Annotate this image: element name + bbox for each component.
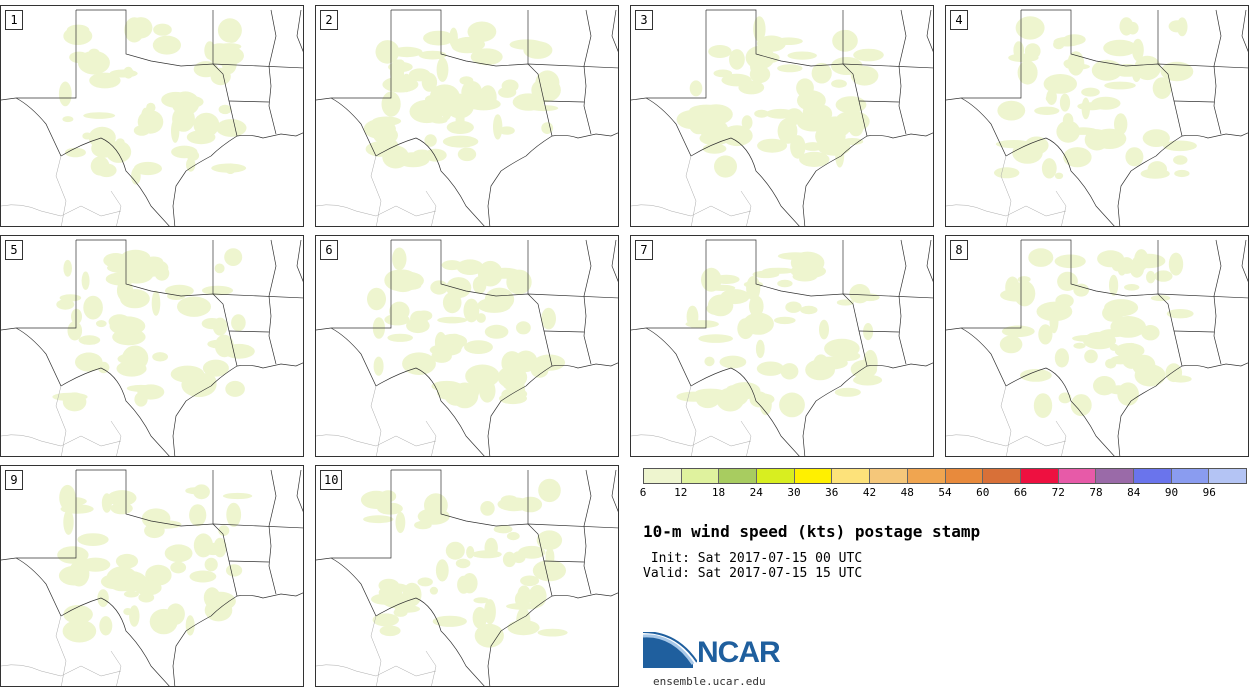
colorbar-ticks: 6 12 18 24 30 36 42 48 54 60 66 72 78 84 90 96 (639, 486, 1247, 500)
map-2 (316, 9, 618, 226)
colorbar-tick-label: 24 (749, 486, 763, 499)
panel-number: 8 (950, 240, 968, 260)
panel-number: 6 (320, 240, 338, 260)
colorbar-tick-label: 36 (825, 486, 839, 499)
logo-text: NCAR (697, 636, 781, 669)
colorbar-swatch (870, 469, 908, 483)
map-1 (1, 9, 303, 226)
map-panel-2: 2 (315, 5, 619, 227)
colorbar-swatch (945, 469, 984, 483)
panel-number: 1 (5, 10, 23, 30)
map-9 (1, 469, 303, 686)
panel-number: 5 (5, 240, 23, 260)
colorbar-swatch (1133, 469, 1172, 483)
map-panel-10: 10 (315, 465, 619, 687)
panel-number: 10 (320, 470, 343, 490)
colorbar-tick-label: 96 (1202, 486, 1216, 499)
colorbar-tick-label: 72 (1051, 486, 1065, 499)
map-panel-1: 1 (0, 5, 304, 227)
map-8 (946, 239, 1248, 456)
panel-number: 7 (635, 240, 653, 260)
colorbar-tick-label: 42 (862, 486, 877, 499)
map-4 (946, 9, 1248, 226)
panel-number: 4 (950, 10, 968, 30)
map-panel-6: 6 (315, 235, 619, 457)
map-7 (631, 239, 933, 456)
map-panel-3: 3 (630, 5, 934, 227)
colorbar-swatch (794, 469, 833, 483)
map-6 (316, 239, 618, 456)
map-panel-5: 5 (0, 235, 304, 457)
colorbar-tick-label: 90 (1164, 486, 1179, 499)
init-time: Init: Sat 2017-07-15 00 UTC (643, 551, 863, 566)
colorbar-swatch (644, 469, 682, 483)
map-panel-8: 8 (945, 235, 1249, 457)
colorbar-swatch (757, 469, 795, 483)
colorbar-tick-label: 60 (976, 486, 990, 499)
panel-number: 2 (320, 10, 338, 30)
colorbar-tick-label: 84 (1127, 486, 1141, 499)
colorbar-tick-label: 18 (711, 486, 726, 499)
ncar-logo: NCAR (643, 632, 803, 688)
colorbar-swatch (1020, 469, 1059, 483)
colorbar (643, 468, 1247, 484)
logo-url: ensemble.ucar.edu (653, 675, 766, 688)
map-panel-4: 4 (945, 5, 1249, 227)
map-panel-9: 9 (0, 465, 304, 687)
colorbar-swatch (1171, 469, 1210, 483)
map-5 (1, 239, 303, 456)
colorbar-swatch (832, 469, 871, 483)
colorbar-swatch (1058, 469, 1097, 483)
colorbar-swatch (1096, 469, 1134, 483)
colorbar-tick-label: 66 (1013, 486, 1028, 499)
colorbar-swatch (1209, 469, 1246, 483)
map-3 (631, 9, 933, 226)
colorbar-swatch (719, 469, 758, 483)
colorbar-swatch (907, 469, 946, 483)
colorbar-tick-label: 78 (1089, 486, 1103, 499)
plot-title: 10-m wind speed (kts) postage stamp (643, 522, 981, 541)
colorbar-tick-label: 30 (787, 486, 801, 499)
valid-time: Valid: Sat 2017-07-15 15 UTC (643, 566, 863, 581)
panel-number: 3 (635, 10, 653, 30)
colorbar-tick-label: 12 (674, 486, 688, 499)
colorbar-tick-label: 6 (639, 486, 647, 499)
map-panel-7: 7 (630, 235, 934, 457)
colorbar-swatch (681, 469, 720, 483)
ncar-swoosh-icon (643, 632, 697, 668)
colorbar-swatch (983, 469, 1021, 483)
colorbar-tick-label: 54 (938, 486, 952, 499)
panel-number: 9 (5, 470, 23, 490)
map-10 (316, 469, 618, 686)
colorbar-tick-label: 48 (900, 486, 914, 499)
